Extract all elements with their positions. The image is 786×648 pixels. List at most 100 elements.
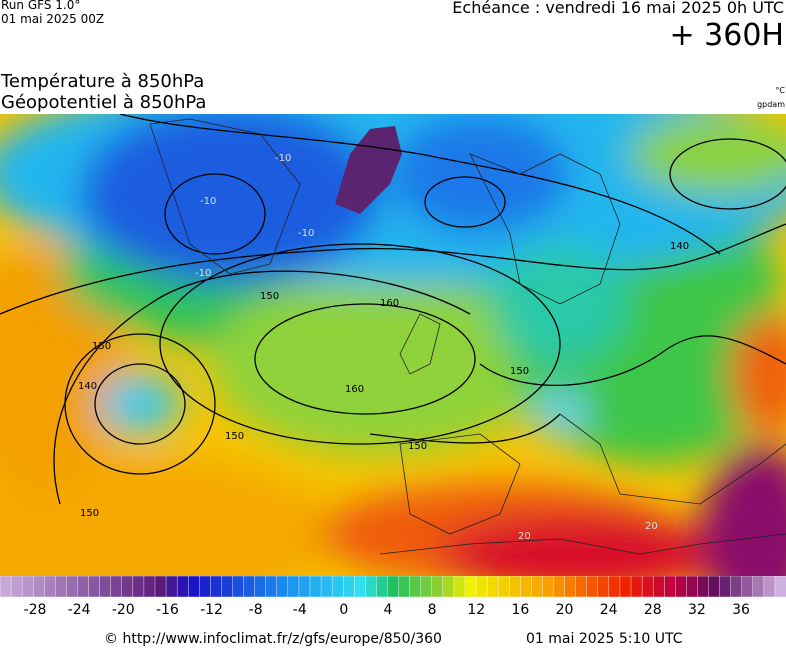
swatch — [486, 576, 499, 598]
swatch — [199, 576, 211, 598]
colorbar-tick-label: 36 — [732, 602, 750, 616]
colorbar-tick-label: 8 — [428, 602, 437, 616]
contour-labels: -10 -10 -10 -10 150 160 160 150 140 150 … — [78, 153, 689, 542]
swatch — [652, 576, 665, 598]
isohypses — [0, 114, 786, 505]
contour-label: 150 — [510, 366, 529, 377]
swatch — [254, 576, 267, 598]
map: -10 -10 -10 -10 150 160 160 150 140 150 … — [0, 114, 786, 576]
colorbar-tick-label: -20 — [112, 602, 135, 616]
contour-label: 150 — [260, 291, 279, 302]
swatch — [409, 576, 422, 598]
swatch — [276, 576, 289, 598]
colorbar: -28 -24 -20 -16 -12 -8 -4 0 4 8 12 16 20 24 28 32 36 — [0, 576, 786, 616]
swatch — [121, 576, 134, 598]
swatch — [165, 576, 178, 598]
cold-core — [335, 126, 402, 214]
swatch — [44, 576, 56, 598]
swatch — [675, 576, 687, 598]
swatch — [619, 576, 632, 598]
contour-label: 150 — [92, 341, 111, 352]
contour-label: 140 — [78, 381, 97, 392]
colorbar-tick-label: 12 — [467, 602, 485, 616]
contour-label: 20 — [645, 521, 658, 532]
swatch — [741, 576, 754, 598]
swatch — [664, 576, 676, 598]
swatch — [686, 576, 698, 598]
swatch — [774, 576, 786, 598]
swatch — [564, 576, 577, 598]
swatch — [453, 576, 466, 598]
contour-label: -10 — [298, 228, 314, 239]
swatch — [497, 576, 510, 598]
contour-label: 20 — [518, 531, 531, 542]
colorbar-tick-label: 16 — [511, 602, 529, 616]
title-line: Température à 850hPa — [1, 71, 205, 92]
contour-label: 160 — [380, 298, 399, 309]
swatch — [475, 576, 488, 598]
valid-time: Echéance : vendredi 16 mai 2025 0h UTC — [452, 0, 784, 17]
swatch — [586, 576, 599, 598]
colorbar-tick-label: -28 — [24, 602, 47, 616]
swatch — [575, 576, 588, 598]
swatch — [464, 576, 477, 598]
swatch — [99, 576, 112, 598]
swatch — [553, 576, 566, 598]
colorbar-tick-label: 20 — [556, 602, 574, 616]
title-line: Géopotentiel à 850hPa — [1, 92, 207, 113]
swatch — [608, 576, 621, 598]
colorbar-tick-label: -4 — [293, 602, 307, 616]
swatch — [697, 576, 710, 598]
swatch — [387, 576, 400, 598]
swatch — [420, 576, 433, 598]
run-date: 01 mai 2025 00Z — [1, 12, 105, 26]
swatch — [243, 576, 256, 598]
colorbar-tick-label: 28 — [644, 602, 662, 616]
contour-label: -10 — [195, 268, 211, 279]
coastlines — [149, 118, 786, 555]
swatch — [10, 576, 23, 598]
contour-label: 160 — [345, 384, 364, 395]
unit: gpdam — [757, 100, 785, 109]
generated: 01 mai 2025 5:10 UTC — [526, 631, 683, 647]
swatch — [509, 576, 521, 598]
swatch — [110, 576, 123, 598]
colorbar-tick-label: -12 — [200, 602, 223, 616]
swatch — [520, 576, 532, 598]
swatch — [763, 576, 776, 598]
swatch — [33, 576, 45, 598]
colorbar-tick-label: 24 — [600, 602, 618, 616]
swatch — [630, 576, 643, 598]
swatch — [143, 576, 156, 598]
swatch — [331, 576, 344, 598]
contour-label: 150 — [80, 508, 99, 519]
swatch — [320, 576, 333, 598]
swatch — [431, 576, 444, 598]
swatch — [187, 576, 200, 598]
contour-label: -10 — [200, 196, 216, 207]
swatch — [154, 576, 167, 598]
swatch — [176, 576, 189, 598]
swatch — [287, 576, 300, 598]
swatch — [88, 576, 101, 598]
swatch — [77, 576, 90, 598]
swatch — [342, 576, 355, 598]
lead-time: + 360H — [669, 18, 785, 53]
swatch — [0, 576, 12, 598]
swatch — [597, 576, 610, 598]
contour-label: 150 — [408, 441, 427, 452]
swatch — [442, 576, 455, 598]
swatch — [66, 576, 78, 598]
swatch — [21, 576, 34, 598]
colorbar-tick-label: -8 — [249, 602, 263, 616]
swatch — [210, 576, 222, 598]
colorbar-tick-label: -16 — [156, 602, 179, 616]
swatch — [752, 576, 765, 598]
swatch — [265, 576, 278, 598]
swatch — [708, 576, 721, 598]
swatch — [232, 576, 245, 598]
swatch — [55, 576, 67, 598]
contour-label: -10 — [275, 153, 291, 164]
colorbar-tick-label: 32 — [688, 602, 706, 616]
swatch — [641, 576, 654, 598]
